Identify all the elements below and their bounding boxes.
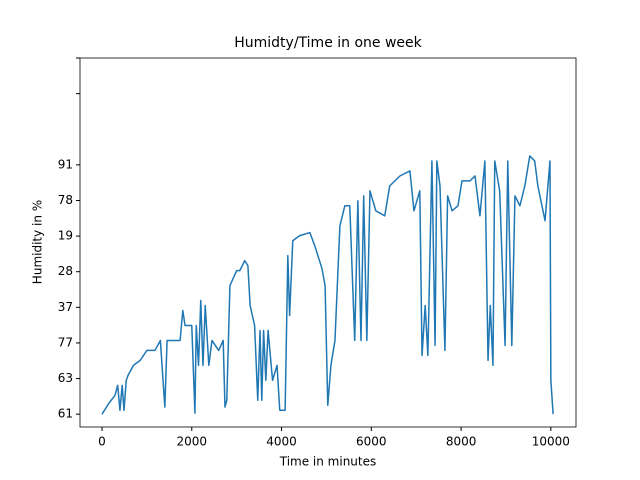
x-axis-label: Time in minutes bbox=[279, 455, 377, 469]
y-tick-label: 28 bbox=[58, 264, 73, 278]
y-tick-label: 37 bbox=[58, 300, 73, 314]
y-tick-label: 63 bbox=[58, 371, 73, 385]
y-tick-label: 77 bbox=[58, 335, 73, 349]
y-tick-label: 91 bbox=[58, 157, 73, 171]
x-tick-label: 0 bbox=[98, 435, 106, 449]
y-axis-label: Humidity in % bbox=[31, 200, 45, 284]
x-tick-label: 4000 bbox=[266, 435, 297, 449]
data-line bbox=[101, 155, 554, 415]
plot-frame bbox=[79, 57, 577, 428]
chart-title: Humidty/Time in one week bbox=[234, 35, 422, 51]
x-tick-label: 2000 bbox=[176, 435, 207, 449]
x-tick-label: 8000 bbox=[446, 435, 477, 449]
y-tick-label: 78 bbox=[58, 193, 73, 207]
y-tick-label: 19 bbox=[58, 229, 73, 243]
y-tick-label: 61 bbox=[58, 407, 73, 421]
x-tick-label: 10000 bbox=[532, 435, 570, 449]
x-tick-label: 6000 bbox=[356, 435, 387, 449]
